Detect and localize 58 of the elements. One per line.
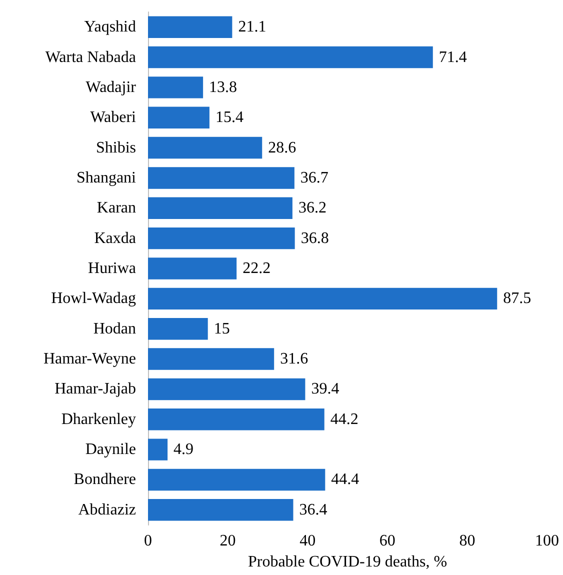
- y-tick-label: Hamar-Jajab: [54, 380, 136, 398]
- y-tick-label: Wadajir: [86, 78, 137, 96]
- x-axis-title: Probable COVID-19 deaths, %: [248, 553, 448, 570]
- bar: [148, 468, 326, 491]
- data-label: 15: [214, 320, 230, 338]
- y-tick-label: Bondhere: [74, 471, 136, 488]
- y-tick-label: Karan: [96, 200, 136, 217]
- x-tick-label: 100: [535, 532, 559, 550]
- data-label: 28.6: [268, 139, 296, 156]
- bar: [148, 167, 294, 189]
- y-tick-label: Huriwa: [88, 260, 136, 277]
- data-label: 39.4: [311, 380, 340, 398]
- data-label: 71.4: [438, 48, 467, 66]
- x-tick-label: 60: [379, 532, 396, 550]
- data-label: 36.4: [299, 501, 328, 518]
- data-label: 22.2: [242, 260, 271, 277]
- y-tick-label: Shibis: [96, 139, 136, 156]
- bar: [148, 288, 498, 310]
- x-tick-label: 20: [220, 532, 236, 550]
- x-tick-label: 80: [459, 532, 476, 550]
- data-label: 44.4: [331, 471, 360, 488]
- y-tick-label: Warta Nabada: [45, 48, 136, 66]
- bar: [148, 348, 274, 370]
- data-label: 4.9: [174, 441, 194, 458]
- bar: [148, 438, 168, 460]
- bar: [148, 197, 292, 220]
- data-label: 44.2: [330, 410, 358, 428]
- y-tick-label: Waberi: [90, 109, 137, 126]
- bar: [148, 106, 210, 128]
- bar: [148, 258, 237, 280]
- data-label: 13.8: [209, 78, 238, 96]
- y-tick-label: Dharkenley: [61, 410, 136, 428]
- y-tick-label: Daynile: [85, 441, 136, 458]
- bar: [148, 46, 433, 68]
- y-tick-label: Hamar-Weyne: [43, 350, 136, 368]
- bar: [148, 408, 324, 430]
- y-tick-label: Howl-Wadag: [51, 290, 136, 308]
- bar: [148, 318, 208, 340]
- data-label: 87.5: [503, 290, 532, 308]
- bar: [148, 16, 232, 38]
- bar: [148, 499, 294, 521]
- x-tick-label: 40: [300, 532, 316, 550]
- y-tick-label: Yaqshid: [84, 18, 136, 36]
- y-tick-label: Hodan: [93, 320, 136, 338]
- x-tick-label: 0: [144, 532, 152, 550]
- data-label: 21.1: [238, 18, 266, 36]
- data-label: 31.6: [280, 350, 308, 368]
- y-tick-label: Abdiaziz: [78, 501, 136, 518]
- bar: [148, 136, 262, 159]
- data-label: 36.2: [298, 200, 326, 217]
- bar: [148, 76, 204, 98]
- bar: [148, 378, 306, 400]
- y-tick-label: Shangani: [76, 169, 137, 186]
- bar: [148, 227, 295, 250]
- data-label: 36.7: [300, 169, 328, 186]
- y-tick-label: Kaxda: [94, 230, 136, 247]
- data-label: 15.4: [215, 109, 244, 126]
- data-label: 36.8: [300, 230, 329, 247]
